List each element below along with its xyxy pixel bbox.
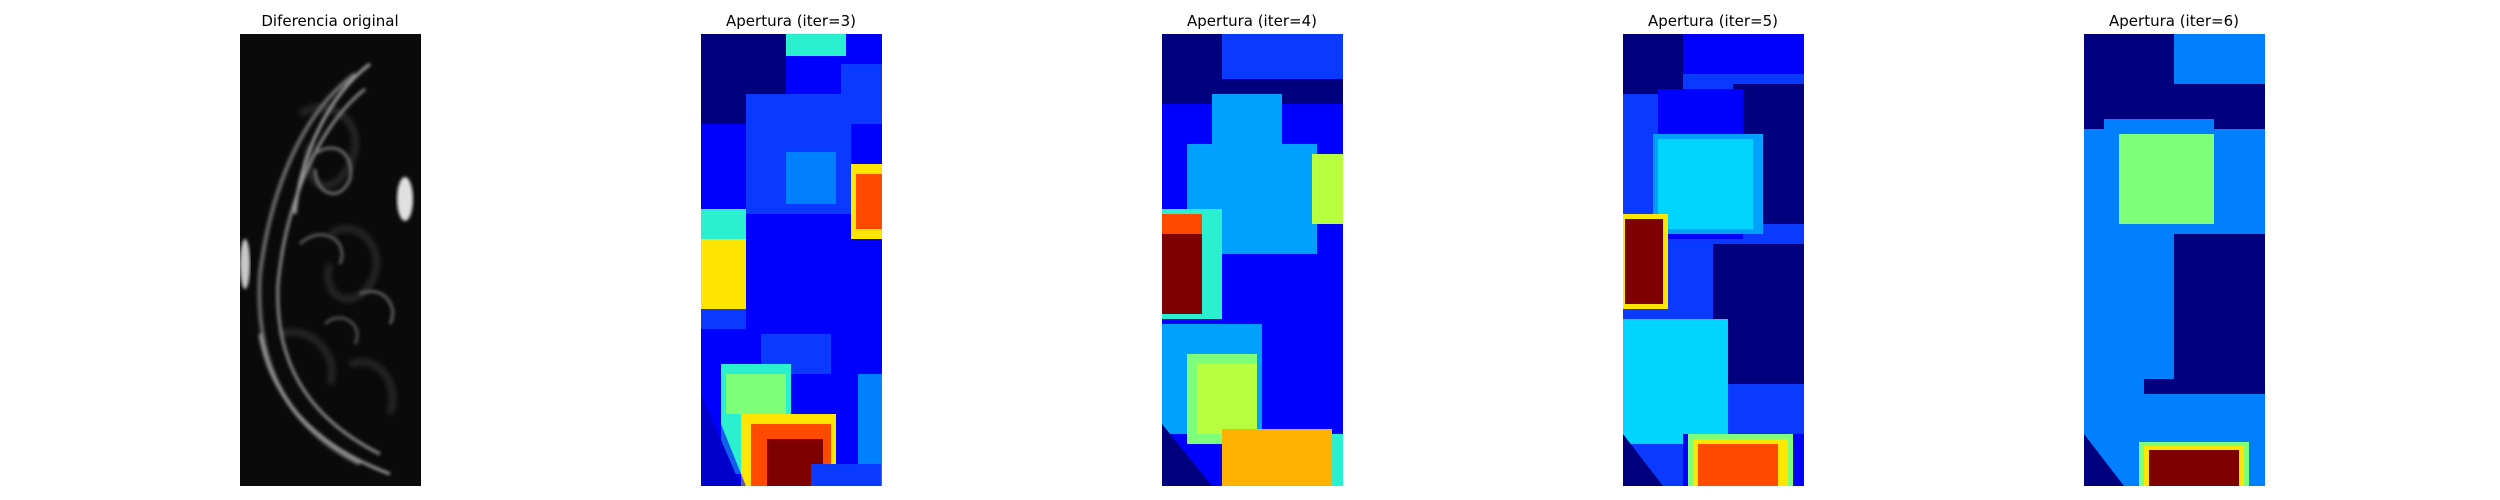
panel-title: Apertura (iter=6) (2109, 12, 2239, 30)
opening-iter-5-image (1623, 34, 1804, 486)
grayscale-image (240, 34, 421, 486)
panel-original: Diferencia original (230, 0, 430, 500)
panel-title: Apertura (iter=5) (1648, 12, 1778, 30)
opening-iter-3-image (701, 34, 882, 486)
panel-iter-3: Apertura (iter=3) (691, 0, 891, 500)
opening-iter-4-image (1162, 34, 1343, 486)
jet-colormap-image (1623, 34, 1804, 486)
panel-iter-4: Apertura (iter=4) (1152, 0, 1352, 500)
panel-title: Apertura (iter=4) (1187, 12, 1317, 30)
panel-title: Apertura (iter=3) (726, 12, 856, 30)
jet-colormap-image (2084, 34, 2265, 486)
panel-iter-5: Apertura (iter=5) (1613, 0, 1813, 500)
jet-colormap-image (701, 34, 882, 486)
panel-iter-6: Apertura (iter=6) (2074, 0, 2274, 500)
panel-title: Diferencia original (261, 12, 399, 30)
opening-iter-6-image (2084, 34, 2265, 486)
original-difference-image (240, 34, 421, 486)
jet-colormap-image (1162, 34, 1343, 486)
